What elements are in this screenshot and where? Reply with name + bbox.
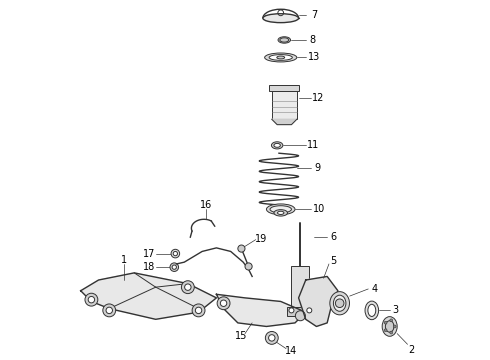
Text: 3: 3 <box>392 305 398 315</box>
Circle shape <box>172 265 176 269</box>
Circle shape <box>269 335 275 341</box>
Text: 17: 17 <box>143 249 155 258</box>
Text: 14: 14 <box>285 346 297 356</box>
Text: 8: 8 <box>310 35 316 45</box>
Text: 6: 6 <box>331 232 337 242</box>
Polygon shape <box>298 276 338 327</box>
Circle shape <box>390 319 392 322</box>
Circle shape <box>295 311 305 321</box>
Ellipse shape <box>269 55 293 60</box>
Text: 13: 13 <box>308 53 320 63</box>
Ellipse shape <box>263 14 298 23</box>
Ellipse shape <box>277 211 284 215</box>
Ellipse shape <box>267 204 295 215</box>
Text: 5: 5 <box>330 256 336 266</box>
Circle shape <box>170 263 178 271</box>
Ellipse shape <box>270 206 292 213</box>
Text: 7: 7 <box>312 10 318 19</box>
Circle shape <box>85 293 98 306</box>
Ellipse shape <box>386 321 394 332</box>
Text: 18: 18 <box>143 262 155 272</box>
Circle shape <box>185 284 191 291</box>
Circle shape <box>393 325 396 328</box>
Ellipse shape <box>330 292 349 315</box>
Circle shape <box>245 263 252 270</box>
Text: 9: 9 <box>315 163 320 174</box>
Bar <box>270 85 299 91</box>
Polygon shape <box>272 119 297 125</box>
Text: 12: 12 <box>312 93 324 103</box>
Bar <box>287 307 314 316</box>
Circle shape <box>181 281 194 294</box>
Ellipse shape <box>265 53 297 62</box>
Circle shape <box>238 245 245 252</box>
Bar <box>272 91 297 119</box>
Ellipse shape <box>277 56 285 59</box>
Circle shape <box>106 307 113 314</box>
Circle shape <box>384 329 387 332</box>
Text: 16: 16 <box>199 200 212 210</box>
Ellipse shape <box>274 210 288 216</box>
Text: 11: 11 <box>307 140 319 150</box>
Circle shape <box>289 308 294 313</box>
Polygon shape <box>81 273 217 319</box>
Circle shape <box>217 297 230 310</box>
Ellipse shape <box>333 295 346 311</box>
Circle shape <box>390 331 392 334</box>
Text: 10: 10 <box>313 204 325 214</box>
Ellipse shape <box>278 37 291 43</box>
Circle shape <box>307 308 312 313</box>
Ellipse shape <box>271 142 283 149</box>
Circle shape <box>220 300 227 306</box>
Text: 15: 15 <box>235 332 247 342</box>
Ellipse shape <box>368 304 376 316</box>
Circle shape <box>88 296 95 303</box>
Circle shape <box>171 249 180 258</box>
Circle shape <box>266 332 278 344</box>
Text: 4: 4 <box>371 284 377 294</box>
Ellipse shape <box>274 143 280 147</box>
Text: 2: 2 <box>408 345 414 355</box>
Bar <box>292 266 309 309</box>
Circle shape <box>384 321 387 324</box>
Circle shape <box>103 304 116 317</box>
Circle shape <box>173 251 177 256</box>
Text: 19: 19 <box>255 234 268 244</box>
Ellipse shape <box>365 301 379 320</box>
Circle shape <box>335 299 344 307</box>
Polygon shape <box>217 294 306 327</box>
Circle shape <box>192 304 205 317</box>
Text: 1: 1 <box>121 255 126 265</box>
Ellipse shape <box>382 317 397 336</box>
Circle shape <box>196 307 202 314</box>
